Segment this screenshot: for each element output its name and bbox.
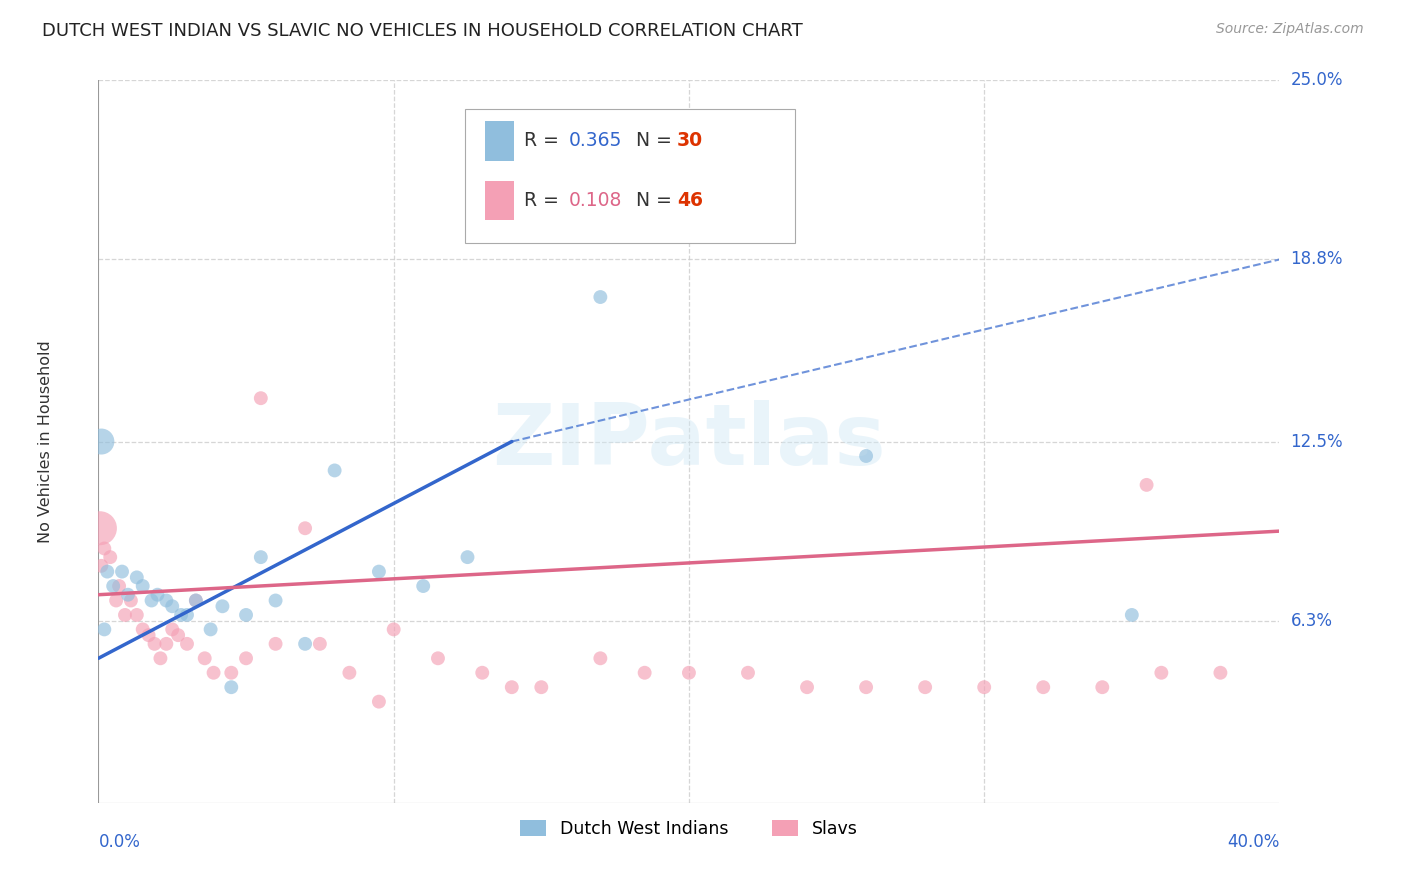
FancyBboxPatch shape	[485, 121, 515, 161]
Text: 12.5%: 12.5%	[1291, 433, 1343, 450]
Point	[1136, 478, 1159, 492]
Text: 6.3%: 6.3%	[1291, 612, 1333, 630]
Point	[294, 521, 316, 535]
Point	[530, 680, 553, 694]
Point	[132, 623, 155, 637]
Point	[501, 680, 523, 694]
Point	[634, 665, 657, 680]
Point	[1121, 607, 1143, 622]
Point	[323, 463, 346, 477]
Text: N =: N =	[636, 131, 678, 151]
Point	[737, 665, 759, 680]
Point	[96, 565, 118, 579]
Text: 25.0%: 25.0%	[1291, 71, 1343, 89]
Point	[120, 593, 142, 607]
Point	[471, 665, 494, 680]
Point	[221, 680, 243, 694]
Point	[855, 449, 877, 463]
Point	[250, 550, 273, 565]
Point	[589, 290, 612, 304]
Point	[914, 680, 936, 694]
Point	[678, 665, 700, 680]
Point	[117, 588, 139, 602]
Text: R =: R =	[523, 131, 564, 151]
FancyBboxPatch shape	[485, 180, 515, 220]
Point	[796, 680, 818, 694]
Point	[105, 593, 128, 607]
Text: No Vehicles in Household: No Vehicles in Household	[38, 340, 53, 543]
Text: 0.108: 0.108	[568, 191, 621, 210]
Point	[501, 174, 523, 188]
Point	[211, 599, 233, 614]
Point	[176, 637, 198, 651]
Point	[125, 607, 148, 622]
Text: N =: N =	[636, 191, 678, 210]
Legend: Dutch West Indians, Slavs: Dutch West Indians, Slavs	[513, 813, 865, 845]
Point	[973, 680, 995, 694]
Text: 30: 30	[678, 131, 703, 151]
Point	[339, 665, 361, 680]
Point	[855, 680, 877, 694]
Point	[427, 651, 450, 665]
Point	[1209, 665, 1232, 680]
Point	[143, 637, 166, 651]
FancyBboxPatch shape	[464, 109, 796, 243]
Point	[125, 570, 148, 584]
Point	[184, 593, 207, 607]
Point	[89, 521, 111, 535]
Point	[235, 607, 257, 622]
Point	[221, 665, 243, 680]
Point	[235, 651, 257, 665]
Point	[250, 391, 273, 405]
Text: Source: ZipAtlas.com: Source: ZipAtlas.com	[1216, 22, 1364, 37]
Text: 18.8%: 18.8%	[1291, 251, 1343, 268]
Point	[149, 651, 172, 665]
Point	[309, 637, 332, 651]
Text: ZIPatlas: ZIPatlas	[492, 400, 886, 483]
Point	[412, 579, 434, 593]
Point	[90, 558, 112, 573]
Point	[368, 565, 391, 579]
Point	[141, 593, 163, 607]
Point	[132, 579, 155, 593]
Point	[294, 637, 316, 651]
Point	[264, 637, 287, 651]
Point	[162, 623, 183, 637]
Point	[114, 607, 136, 622]
Point	[103, 579, 125, 593]
Text: 0.0%: 0.0%	[98, 833, 141, 851]
Point	[162, 599, 183, 614]
Point	[98, 550, 121, 565]
Text: 0.365: 0.365	[568, 131, 621, 151]
Point	[382, 623, 405, 637]
Point	[155, 593, 177, 607]
Point	[368, 695, 391, 709]
Text: DUTCH WEST INDIAN VS SLAVIC NO VEHICLES IN HOUSEHOLD CORRELATION CHART: DUTCH WEST INDIAN VS SLAVIC NO VEHICLES …	[42, 22, 803, 40]
Point	[90, 434, 112, 449]
Point	[146, 588, 169, 602]
Point	[138, 628, 160, 642]
Point	[111, 565, 134, 579]
Text: 46: 46	[678, 191, 703, 210]
Point	[93, 541, 115, 556]
Point	[93, 623, 115, 637]
Point	[155, 637, 177, 651]
Point	[589, 651, 612, 665]
Text: 40.0%: 40.0%	[1227, 833, 1279, 851]
Point	[264, 593, 287, 607]
Point	[167, 628, 190, 642]
Point	[457, 550, 479, 565]
Point	[202, 665, 225, 680]
Point	[200, 623, 222, 637]
Point	[108, 579, 131, 593]
Point	[1032, 680, 1054, 694]
Point	[1091, 680, 1114, 694]
Point	[194, 651, 217, 665]
Point	[1150, 665, 1173, 680]
Point	[176, 607, 198, 622]
Point	[170, 607, 193, 622]
Point	[184, 593, 207, 607]
Text: R =: R =	[523, 191, 564, 210]
